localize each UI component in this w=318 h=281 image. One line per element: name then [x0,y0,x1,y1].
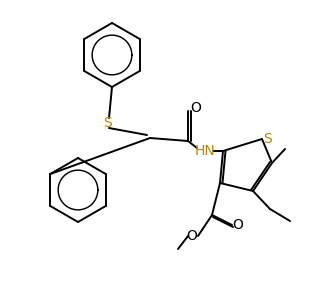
Text: O: O [187,229,197,243]
Text: S: S [263,132,271,146]
Text: O: O [232,218,244,232]
Text: S: S [103,116,111,130]
Text: HN: HN [195,144,215,158]
Text: O: O [190,101,201,115]
